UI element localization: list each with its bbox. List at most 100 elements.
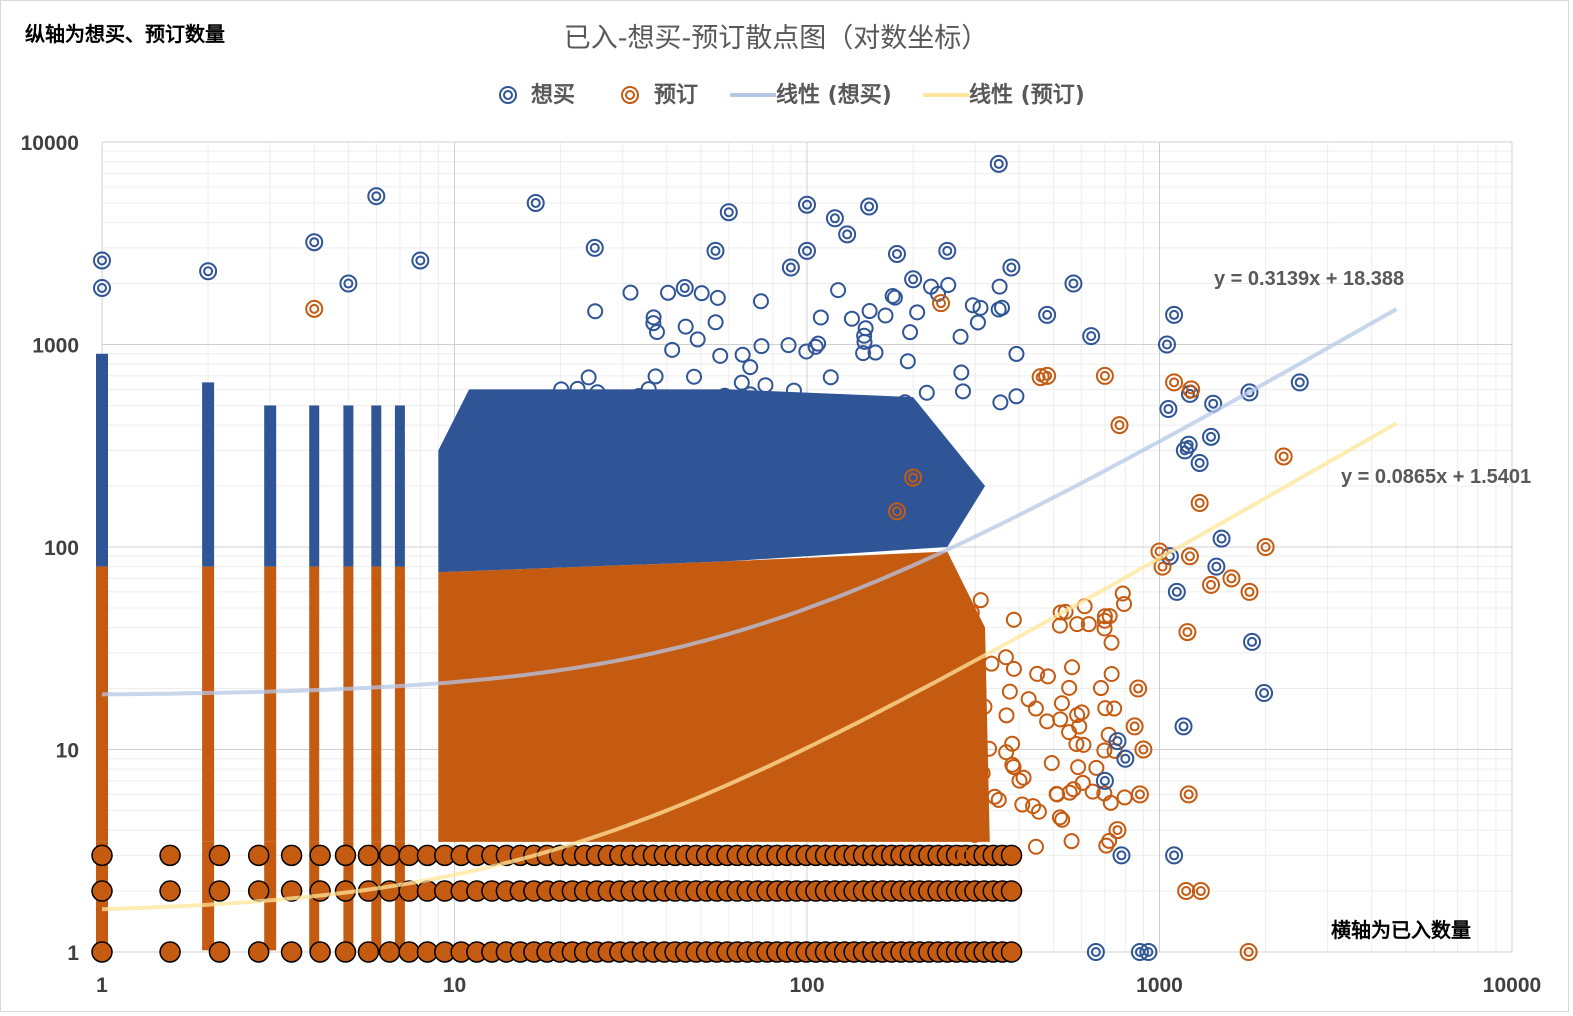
want-edge-point xyxy=(709,289,726,306)
want-trendline xyxy=(101,307,1398,697)
reserve-point-inner xyxy=(1243,947,1254,957)
want-point xyxy=(719,203,738,222)
reserve-point-inner xyxy=(1278,451,1289,462)
reserve-edge-point xyxy=(1053,695,1070,712)
reserve-point-inner xyxy=(1114,420,1125,431)
x-tick-label: 1000 xyxy=(1136,974,1183,997)
want-edge-point xyxy=(918,384,935,401)
reserve-point xyxy=(1110,416,1129,435)
want-edge-point xyxy=(742,359,759,376)
want-edge-point xyxy=(716,387,733,404)
reserve-point-inner xyxy=(908,472,919,483)
legend-item-want-trend: 线性 (想买) xyxy=(730,82,892,108)
want-edge-point xyxy=(753,338,770,355)
reserve-edge-point xyxy=(983,655,1000,672)
want-point xyxy=(1038,305,1057,324)
want-edge-point xyxy=(830,282,847,299)
want-edge-point xyxy=(647,368,664,385)
reserve-point-inner xyxy=(1206,579,1217,590)
want-edge-point xyxy=(591,396,608,413)
want-point xyxy=(938,241,957,260)
want-edge-point xyxy=(1008,345,1025,362)
reserve-row-point xyxy=(208,880,231,902)
reserve-point-inner xyxy=(1186,384,1197,395)
reserve-row-point xyxy=(309,844,331,867)
reserve-row-point xyxy=(159,844,181,867)
legend-label-reserve: 预订 xyxy=(654,83,698,108)
want-point-outer xyxy=(93,279,111,298)
reserve-edge-point xyxy=(1114,585,1131,602)
reserve-edge-point xyxy=(1097,700,1114,717)
reserve-edge-point xyxy=(1020,691,1037,708)
want-edge-point xyxy=(954,383,971,400)
reserve-edge-point xyxy=(1096,620,1113,637)
reserve-point xyxy=(1165,373,1184,392)
reserve-point-inner xyxy=(936,298,947,309)
want-edge-point xyxy=(677,318,694,335)
reserve-point xyxy=(1222,569,1241,588)
want-point-inner xyxy=(802,199,812,210)
want-point-inner xyxy=(1171,586,1182,597)
equation-reserve: y = 0.0865x + 1.5401 xyxy=(1341,466,1531,488)
reserve-edge-point xyxy=(1029,665,1046,682)
reserve-edge-point xyxy=(1051,617,1068,634)
want-point-inner xyxy=(723,207,734,218)
reserve-point-outer xyxy=(1129,679,1148,698)
want-edge-point xyxy=(857,320,874,337)
want-point xyxy=(1190,453,1209,472)
want-point xyxy=(93,251,111,270)
reserve-point-outer xyxy=(1177,882,1196,901)
x-tick-label: 100 xyxy=(789,974,824,997)
reserve-column-strip xyxy=(264,566,277,842)
reserve-edge-point xyxy=(1064,659,1081,676)
want-edge-point xyxy=(664,341,681,358)
reserve-point-inner xyxy=(1138,744,1149,755)
reserve-point xyxy=(1178,623,1197,642)
reserve-column-strip xyxy=(371,566,382,842)
want-edge-point xyxy=(861,303,878,320)
tick-labels: 1 10 100 1000 10000 1 10 100 1000 10000 xyxy=(21,132,1542,997)
reserve-edge-point xyxy=(1030,803,1047,820)
want-point-outer xyxy=(887,244,906,263)
reserve-row-point xyxy=(309,941,331,963)
want-point xyxy=(1165,846,1184,865)
want-edge-point xyxy=(877,307,894,324)
want-edge-point xyxy=(569,380,586,397)
reserve-point-outer xyxy=(1110,416,1129,435)
reserve-column-strip xyxy=(309,566,320,842)
want-point-inner xyxy=(1294,377,1305,388)
want-point xyxy=(305,233,324,252)
want-point-outer xyxy=(860,197,879,216)
want-column-strip xyxy=(394,405,405,567)
want-edge-point xyxy=(886,289,903,306)
reserve-edge-point xyxy=(1071,718,1088,735)
want-edge-point xyxy=(630,387,647,404)
want-column-strip xyxy=(371,405,382,567)
equation-want: y = 0.3139x + 18.388 xyxy=(1214,268,1404,290)
want-dense-area xyxy=(438,389,986,573)
want-point-outer xyxy=(1064,274,1083,293)
reserve-edge-point xyxy=(1061,679,1078,696)
want-point-outer xyxy=(1207,557,1226,576)
y-tick-label: 1000 xyxy=(32,335,79,358)
reserve-row-point xyxy=(159,880,181,902)
want-point xyxy=(675,279,694,298)
want-edge-point xyxy=(589,384,606,401)
reserve-edge-point xyxy=(974,765,991,782)
reserve-edge-point xyxy=(1027,838,1044,855)
reserve-column-strip xyxy=(202,841,215,951)
reserve-row-point xyxy=(91,844,113,867)
reserve-point xyxy=(1256,538,1275,556)
want-edge-point xyxy=(707,314,724,331)
reserve-edge-point xyxy=(1102,794,1119,811)
reserve-point-inner xyxy=(1244,586,1255,597)
reserve-column-strip xyxy=(202,566,215,842)
want-point-outer xyxy=(1095,771,1114,790)
want-column-strip xyxy=(343,405,354,567)
want-point-inner xyxy=(785,262,796,273)
want-point xyxy=(1243,632,1262,651)
want-point-outer xyxy=(411,251,430,270)
reserve-row-point xyxy=(208,844,231,867)
reserve-edge-point xyxy=(941,781,958,798)
want-edge-point xyxy=(780,337,797,354)
